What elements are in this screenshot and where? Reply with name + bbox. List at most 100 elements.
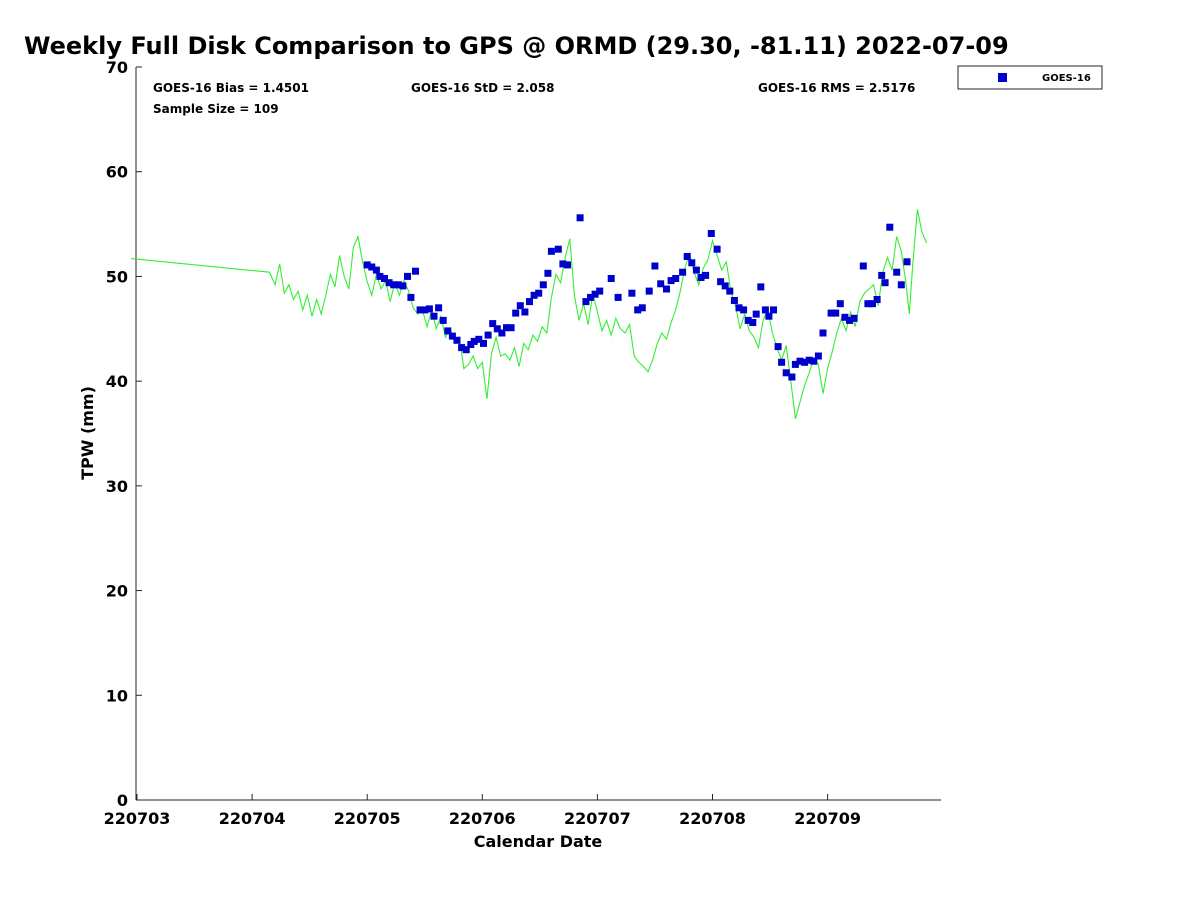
- goes16-point: [591, 290, 599, 298]
- y-tick-label: 30: [106, 477, 128, 496]
- goes16-point: [897, 281, 905, 289]
- x-tick-label: 220709: [794, 809, 861, 828]
- legend: GOES-16: [957, 65, 1103, 90]
- y-axis-label: TPW (mm): [78, 386, 97, 480]
- x-tick-label: 220708: [679, 809, 746, 828]
- x-tick-label: 220706: [449, 809, 516, 828]
- goes16-point: [903, 258, 911, 266]
- goes16-point: [535, 289, 543, 297]
- goes16-point: [717, 278, 725, 286]
- x-tick-label: 220707: [564, 809, 631, 828]
- goes16-point: [526, 298, 533, 306]
- goes16-point: [814, 352, 822, 360]
- goes16-point: [788, 373, 796, 381]
- goes16-point: [404, 272, 411, 280]
- goes16-point: [836, 300, 844, 308]
- goes16-point: [657, 280, 665, 288]
- goes16-point: [493, 325, 501, 333]
- goes16-point: [363, 261, 371, 269]
- x-tick-label: 220705: [334, 809, 401, 828]
- goes16-point: [740, 306, 748, 314]
- goes16-point: [484, 331, 492, 339]
- goes16-point: [805, 356, 813, 364]
- goes16-point: [663, 285, 670, 293]
- goes16-point: [462, 346, 470, 354]
- goes16-point: [707, 230, 715, 237]
- goes16-point: [801, 358, 809, 366]
- goes16-point: [498, 329, 506, 337]
- goes16-point: [679, 268, 687, 276]
- sample-size-stat: Sample Size = 109: [153, 102, 279, 116]
- goes16-point: [757, 283, 765, 291]
- y-tick-label: 60: [106, 163, 128, 182]
- goes16-point: [749, 319, 757, 326]
- goes16-point: [439, 316, 447, 324]
- goes16-point: [735, 304, 743, 312]
- goes16-point: [503, 324, 510, 332]
- x-tick-label: 220704: [219, 809, 286, 828]
- goes16-point: [372, 266, 380, 274]
- goes16-point: [873, 296, 881, 303]
- bias-stat: GOES-16 Bias = 1.4501: [153, 81, 309, 95]
- legend-marker-goes16: [998, 73, 1007, 82]
- goes16-point: [521, 308, 529, 316]
- goes16-point: [645, 287, 653, 295]
- goes16-point: [596, 287, 604, 295]
- goes16-point: [512, 309, 520, 317]
- std-stat: GOES-16 StD = 2.058: [411, 81, 554, 95]
- y-tick-label: 0: [117, 791, 128, 810]
- goes16-point: [697, 274, 705, 281]
- goes16-point: [628, 289, 636, 297]
- goes16-point: [765, 312, 773, 320]
- goes16-point: [864, 300, 872, 308]
- y-axis: 0 10 20 30 40 50 60 70: [106, 58, 142, 810]
- goes16-point: [381, 275, 388, 282]
- goes16-point: [582, 298, 590, 306]
- x-axis: 220703 220704 220705 220706 220707 220708 2207…: [104, 794, 861, 828]
- y-tick-label: 40: [106, 372, 128, 391]
- goes16-point: [587, 293, 594, 301]
- plot-frame: [135, 67, 941, 801]
- goes16-point: [559, 260, 567, 268]
- goes16-point: [638, 304, 646, 312]
- y-tick-label: 10: [106, 686, 128, 705]
- goes16-point: [425, 305, 433, 313]
- goes16-point: [850, 314, 858, 322]
- goes16-point: [810, 357, 818, 365]
- y-tick-label: 50: [106, 267, 128, 286]
- goes16-point: [576, 214, 584, 222]
- goes16-point: [470, 337, 478, 345]
- x-axis-label: Calendar Date: [474, 832, 603, 851]
- goes16-point: [726, 287, 734, 295]
- goes16-point: [614, 293, 622, 301]
- goes16-point: [730, 297, 738, 304]
- goes16-point: [796, 357, 804, 365]
- goes16-point: [651, 262, 659, 270]
- goes16-point: [713, 245, 721, 253]
- goes16-point: [634, 306, 642, 314]
- legend-box: [957, 65, 1103, 90]
- goes16-point: [399, 282, 407, 290]
- goes16-point: [368, 263, 376, 271]
- goes16-point: [480, 339, 487, 347]
- goes16-series-layer: [363, 214, 911, 381]
- goes16-point: [791, 360, 799, 368]
- goes16-point: [394, 281, 402, 289]
- goes16-point: [421, 306, 429, 314]
- goes16-point: [782, 369, 790, 377]
- goes16-point: [752, 310, 760, 318]
- goes16-point: [778, 358, 786, 366]
- gps-series-layer: [131, 209, 928, 419]
- goes16-point: [539, 281, 547, 289]
- goes16-point: [412, 267, 419, 275]
- goes16-point: [376, 272, 384, 280]
- goes16-point: [774, 343, 782, 351]
- goes16-point: [489, 320, 497, 328]
- goes16-point: [744, 316, 752, 324]
- goes16-point: [435, 304, 443, 312]
- goes16-point: [770, 306, 777, 314]
- x-tick-label: 220703: [104, 809, 171, 828]
- goes16-point: [869, 300, 876, 308]
- goes16-point: [453, 336, 461, 344]
